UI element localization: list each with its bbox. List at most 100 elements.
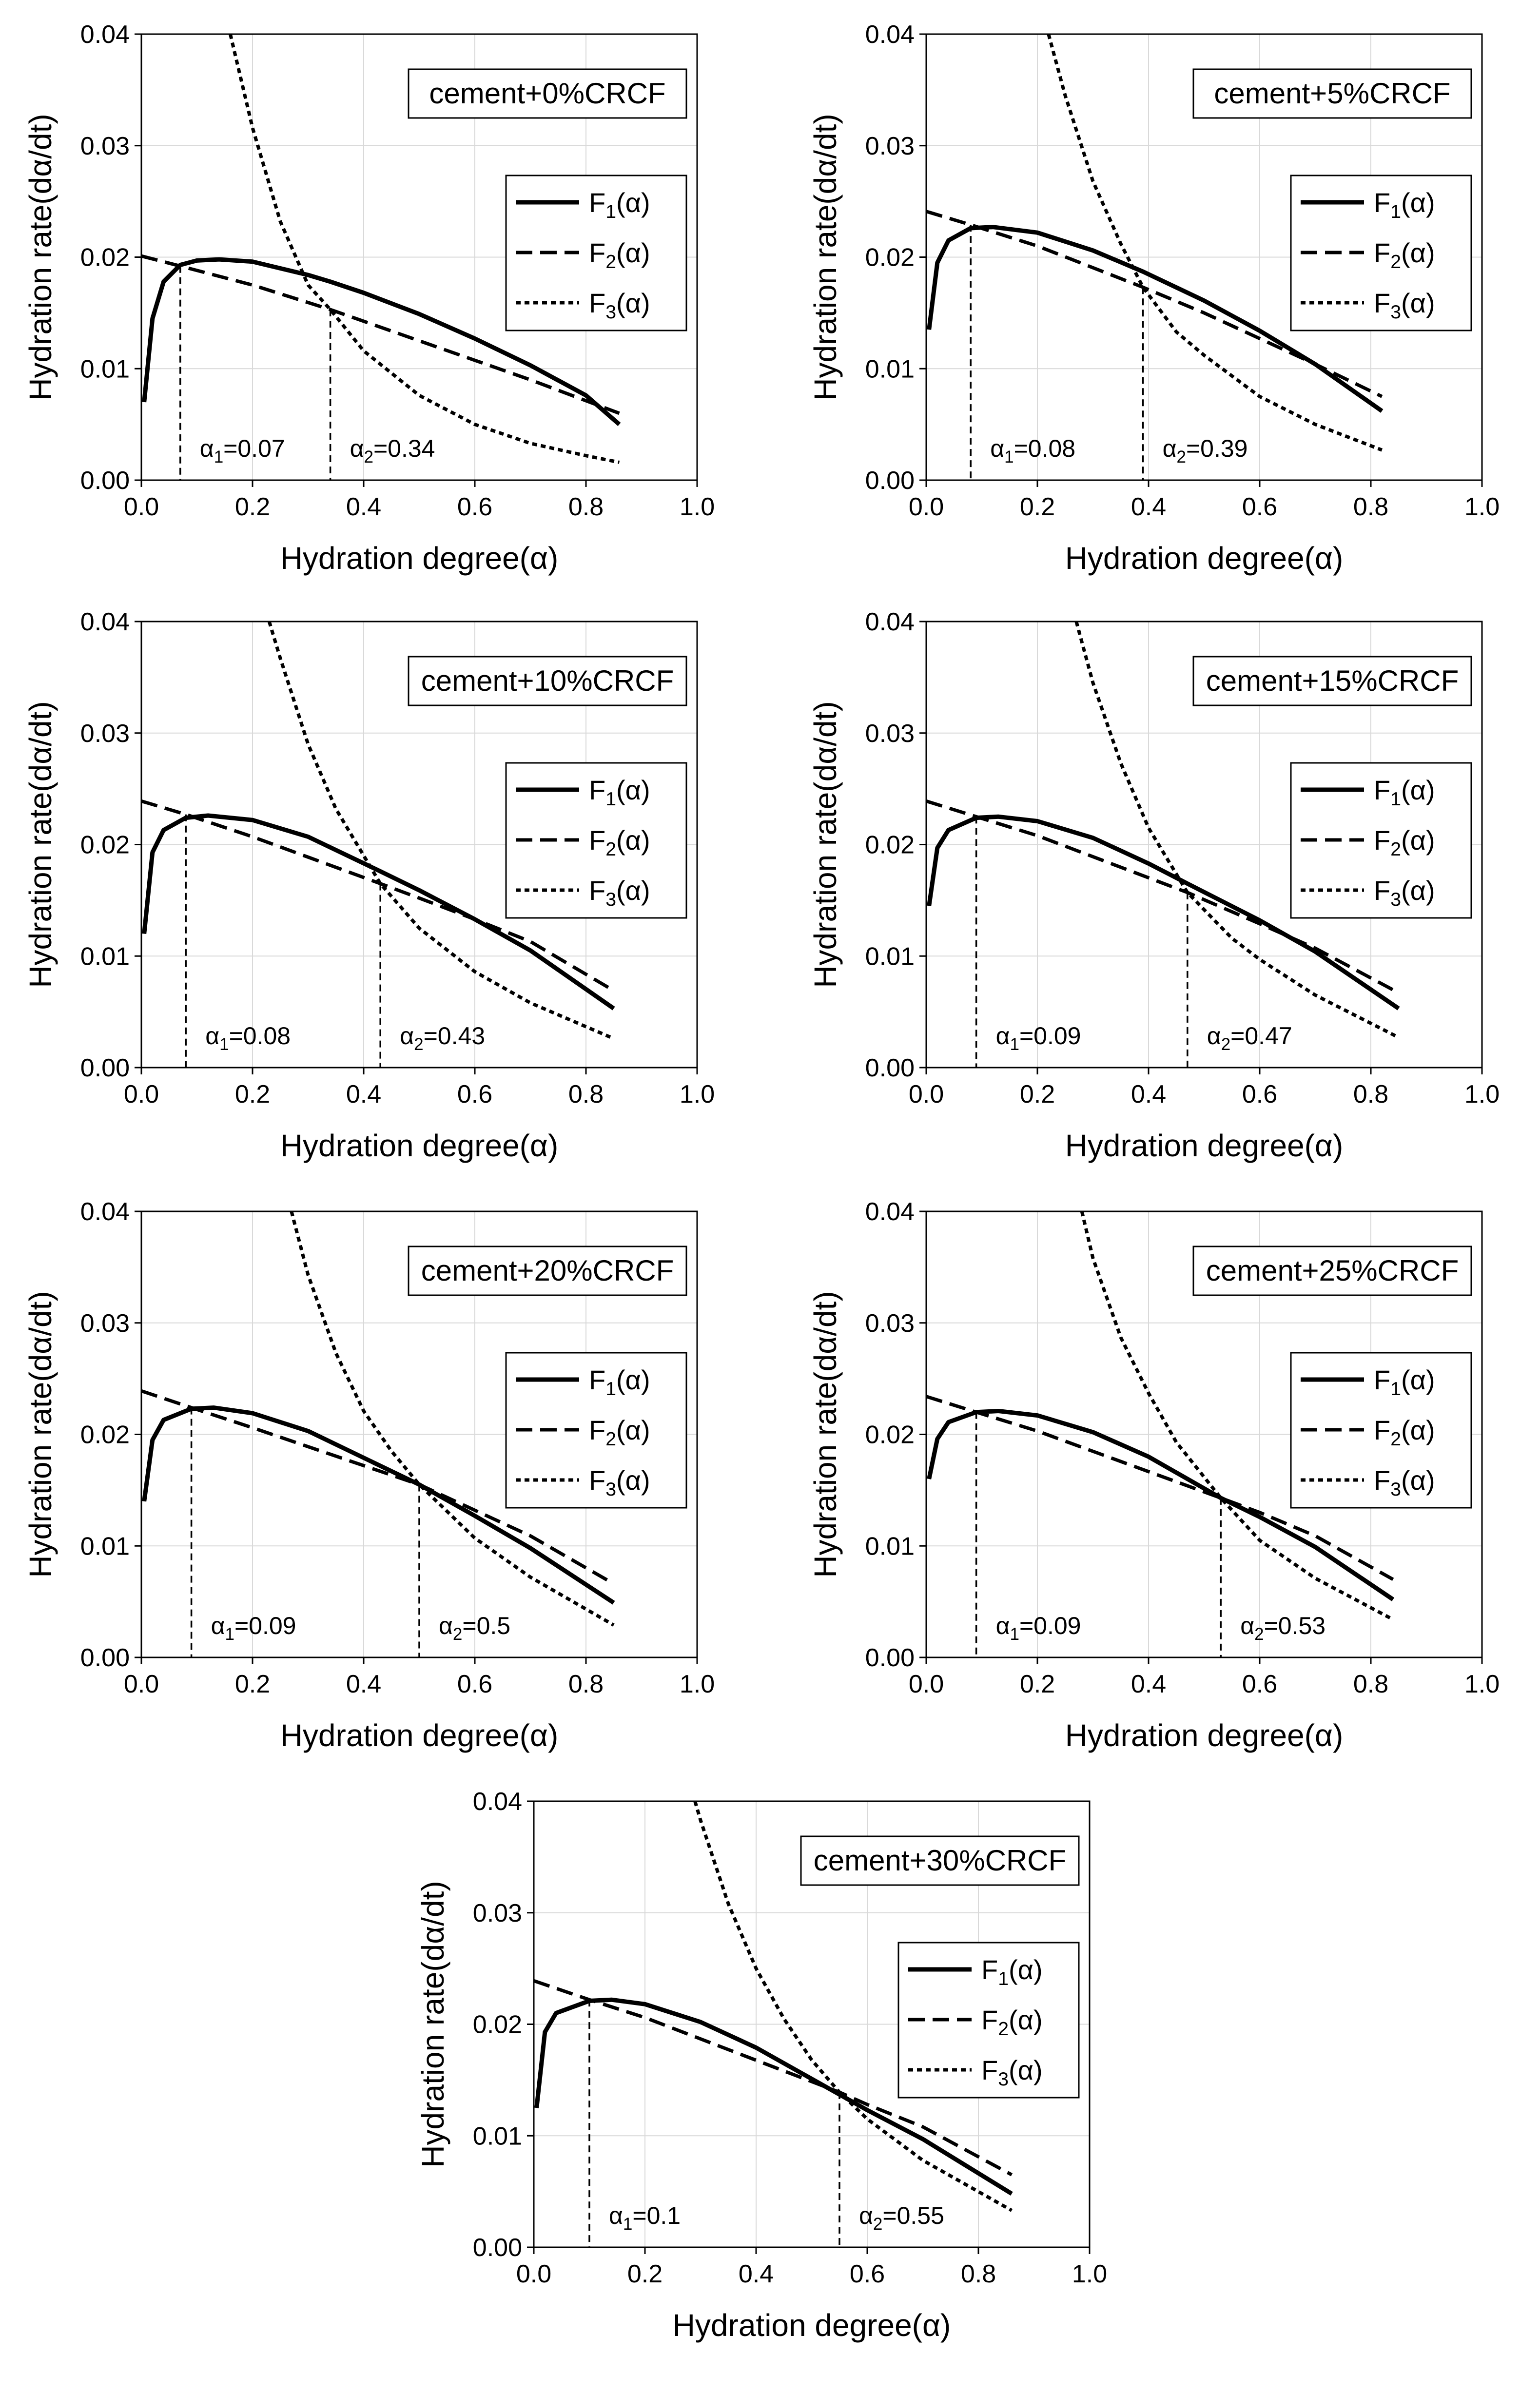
legend-label-f1: F1(α) [1374,187,1435,222]
legend-label-f2: F2(α) [1374,1415,1435,1450]
y-tick-label: 0.02 [865,1421,915,1449]
x-tick-label: 0.2 [235,1670,270,1698]
x-tick-label: 0.6 [1242,493,1277,521]
y-tick-label: 0.02 [865,244,915,272]
y-tick-label: 0.00 [473,2234,522,2262]
y-tick-label: 0.03 [80,1309,130,1338]
x-tick-label: 0.4 [1131,493,1166,521]
x-tick-label: 1.0 [1464,493,1500,521]
x-tick-label: 1.0 [1464,1670,1500,1698]
x-tick-label: 0.2 [235,493,270,521]
y-tick-label: 0.04 [80,1198,130,1226]
alpha2-label: α2=0.55 [859,2202,944,2234]
x-tick-label: 0.2 [627,2260,663,2288]
x-tick-label: 1.0 [1464,1080,1500,1109]
x-tick-label: 0.2 [1020,1080,1055,1109]
y-tick-label: 0.04 [80,20,130,49]
y-tick-label: 0.02 [80,244,130,272]
alpha2-label: α2=0.34 [350,435,435,467]
x-tick-label: 0.0 [124,1670,159,1698]
alpha1-label: α1=0.08 [205,1022,291,1054]
y-tick-label: 0.01 [80,942,130,971]
x-tick-label: 0.6 [1242,1080,1277,1109]
title-box [1192,656,1472,706]
x-axis-label: Hydration degree(α) [1065,1718,1344,1753]
series-f1-line [927,225,1384,413]
x-tick-label: 0.0 [124,493,159,521]
x-tick-label: 0.8 [568,1670,604,1698]
legend-label-f1: F1(α) [981,1954,1043,1989]
series-f2-line [141,254,620,415]
chart-title: cement+15%CRCF [1206,664,1459,697]
series-f2-line [141,1389,615,1586]
y-tick-label: 0.04 [80,608,130,636]
title-box [408,656,687,706]
x-tick-label: 0.8 [1353,493,1388,521]
y-tick-label: 0.01 [865,942,915,971]
legend-label-f2: F2(α) [589,237,650,272]
y-tick-label: 0.01 [80,355,130,383]
y-tick-label: 0.00 [865,467,915,495]
chart-title: cement+20%CRCF [421,1254,674,1287]
legend-label-f3: F3(α) [589,288,650,323]
title-box [800,1835,1080,1886]
series-f1-line [142,813,615,1011]
y-tick-label: 0.00 [80,467,130,495]
alpha2-label: α2=0.39 [1163,435,1248,467]
series-f3-line [1080,1211,1394,1621]
x-tick-label: 0.8 [1353,1080,1388,1109]
legend-label-f3: F3(α) [1374,288,1435,323]
chart-title: cement+5%CRCF [1214,77,1450,110]
x-tick-label: 0.0 [516,2260,551,2288]
title-box [1192,1246,1472,1296]
x-tick-label: 1.0 [680,1670,715,1698]
legend-label-f2: F2(α) [589,1415,650,1450]
y-tick-label: 0.03 [473,1899,522,1927]
x-tick-label: 0.8 [568,493,604,521]
y-tick-label: 0.00 [80,1644,130,1672]
chart-panel-0: 0.0 0.2 0.4 0.6 0.8 1.0 0.00 0.01 0.02 0.03 0.04 Hy… [23,20,715,576]
x-tick-label: 0.6 [1242,1670,1277,1698]
legend-label-f3: F3(α) [589,1465,650,1500]
legend-label-f2: F2(α) [981,2005,1043,2040]
chart-title: cement+0%CRCF [429,77,665,110]
chart-panel-3: 0.0 0.2 0.4 0.6 0.8 1.0 0.00 0.01 0.02 0.03 0.04 Hy… [808,608,1500,1163]
y-axis-label: Hydration rate(dα/dt) [808,701,843,988]
x-tick-label: 0.4 [739,2260,774,2288]
y-tick-label: 0.00 [865,1054,915,1082]
series-f1-line [927,1409,1395,1601]
title-box [1192,68,1472,119]
x-tick-label: 1.0 [1072,2260,1107,2288]
x-tick-label: 0.4 [346,493,381,521]
y-tick-label: 0.04 [865,1198,915,1226]
x-tick-label: 0.0 [909,1080,944,1109]
chart-panel-1: 0.0 0.2 0.4 0.6 0.8 1.0 0.00 0.01 0.02 0.03 0.04 Hy… [808,20,1500,576]
x-tick-label: 0.8 [961,2260,996,2288]
x-axis-label: Hydration degree(α) [280,1128,559,1163]
x-tick-label: 0.6 [457,493,492,521]
x-axis-label: Hydration degree(α) [280,1718,559,1753]
series-f2-line [141,799,615,993]
x-tick-label: 0.6 [457,1080,492,1109]
series-f1-line [142,257,621,426]
legend-label-f2: F2(α) [1374,825,1435,860]
legend-label-f3: F3(α) [1374,1465,1435,1500]
chart-panel-2: 0.0 0.2 0.4 0.6 0.8 1.0 0.00 0.01 0.02 0.03 0.04 Hy… [23,608,715,1163]
chart-title: cement+10%CRCF [421,664,674,697]
legend-label-f1: F1(α) [589,775,650,810]
y-axis-label: Hydration rate(dα/dt) [808,1291,843,1577]
alpha1-label: α1=0.09 [996,1612,1081,1644]
y-tick-label: 0.02 [80,1421,130,1449]
chart-panel-4: 0.0 0.2 0.4 0.6 0.8 1.0 0.00 0.01 0.02 0.03 0.04 Hy… [23,1198,715,1753]
x-tick-label: 1.0 [680,1080,715,1109]
alpha2-label: α2=0.5 [439,1612,510,1644]
legend-label-f1: F1(α) [1374,775,1435,810]
x-axis-label: Hydration degree(α) [673,2308,951,2343]
x-axis-label: Hydration degree(α) [1065,541,1344,576]
series-f1-line [534,1997,1013,2196]
chart-panel-6: 0.0 0.2 0.4 0.6 0.8 1.0 0.00 0.01 0.02 0.03 0.04 Hy… [415,1788,1107,2343]
title-box [408,68,687,119]
alpha1-label: α1=0.1 [609,2202,681,2234]
series-f2-line [926,1395,1394,1581]
x-tick-label: 0.8 [568,1080,604,1109]
